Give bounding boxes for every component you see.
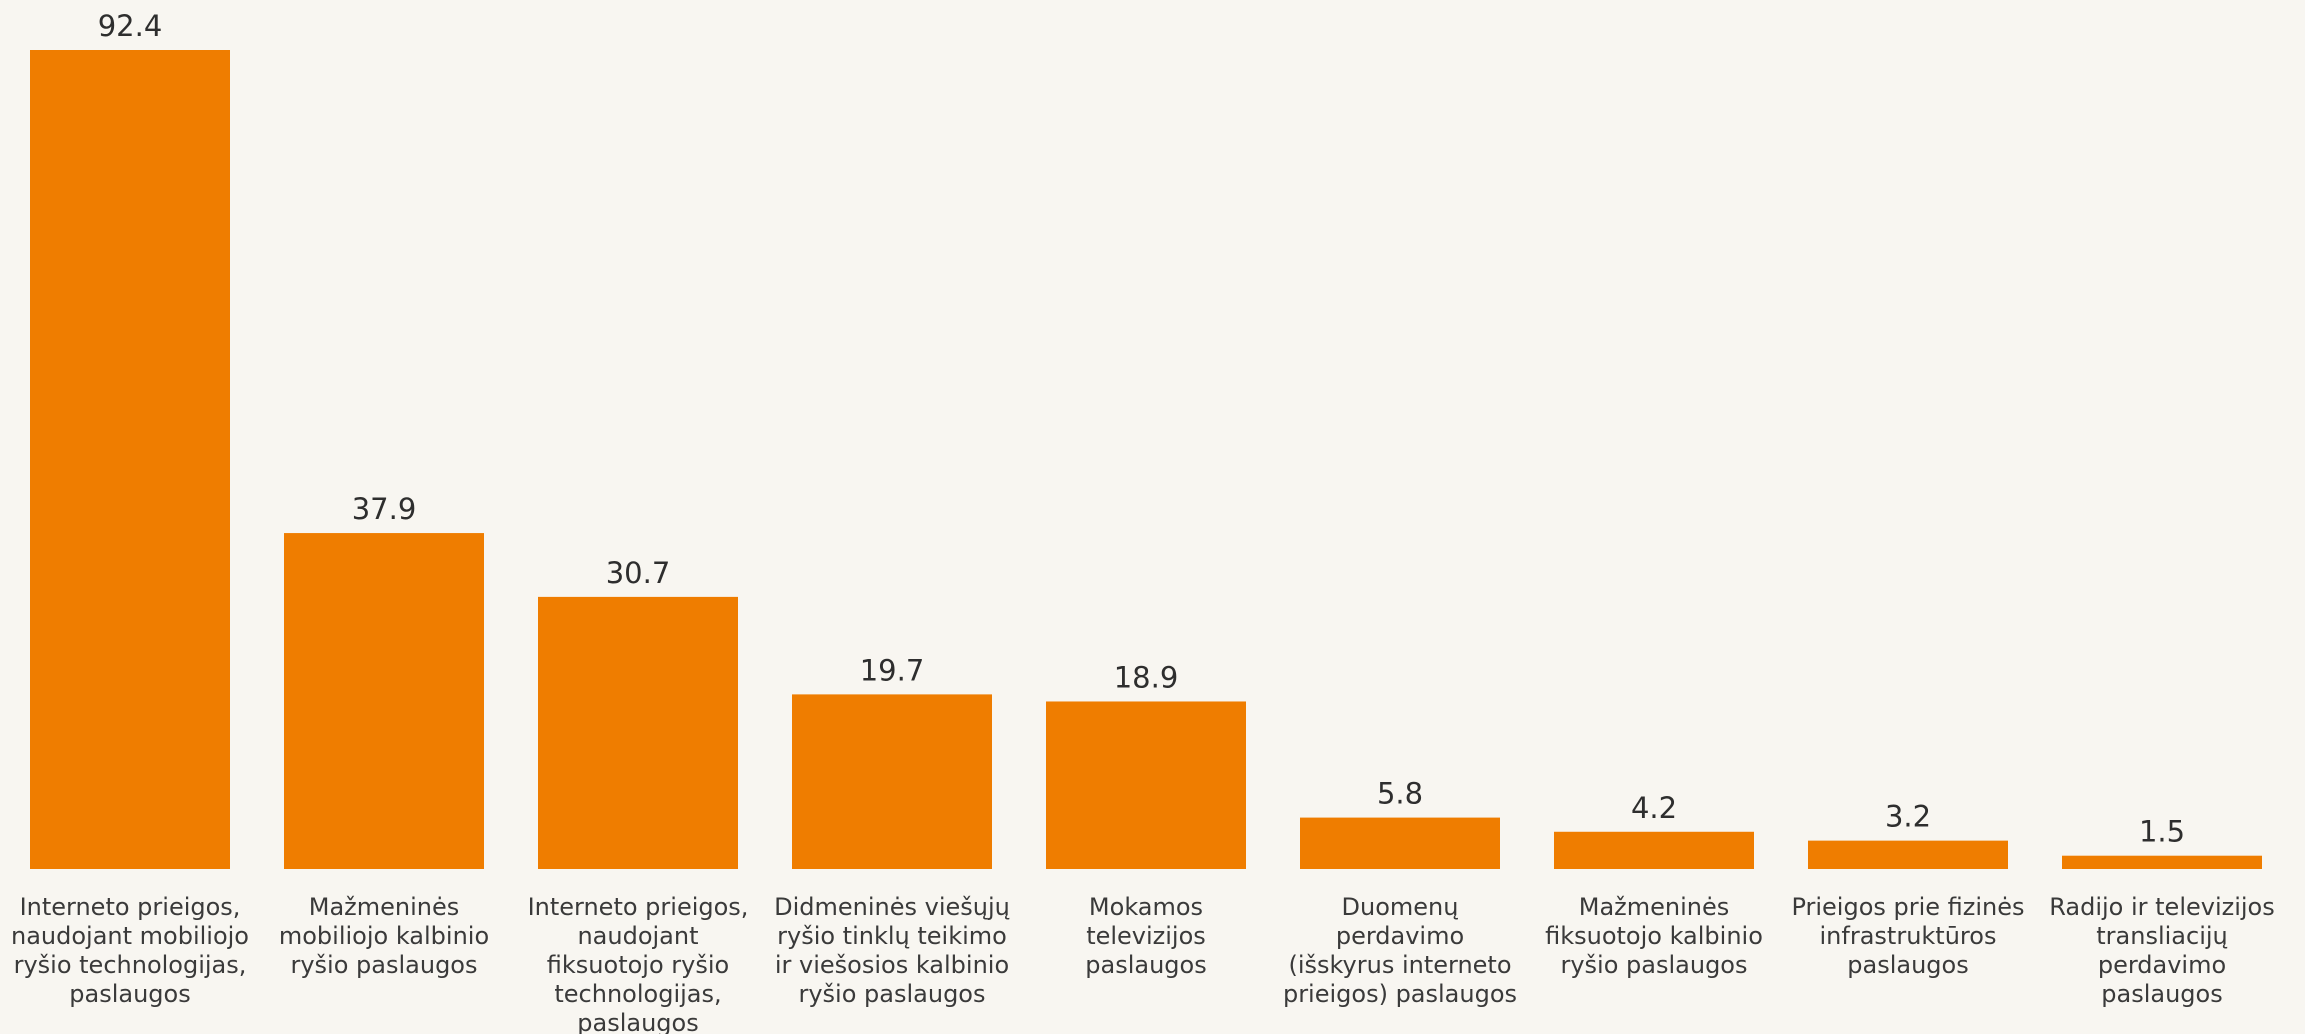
bar-2 (284, 533, 484, 869)
category-label-line: perdavimo (1336, 922, 1464, 950)
category-label-line: Mažmeninės (309, 893, 460, 921)
category-label-line: naudojant mobiliojo (11, 922, 249, 950)
category-label-line: naudojant (577, 922, 698, 950)
category-label-line: paslaugos (69, 980, 190, 1008)
category-label-line: technologijas, (554, 980, 721, 1008)
category-label-line: fiksuotojo ryšio (547, 951, 729, 979)
bar-3 (538, 596, 738, 869)
category-label-9: Radijo ir televizijos transliacijų perdavi… (2049, 893, 2275, 1008)
category-label-line: prieigos) paslaugos (1283, 980, 1517, 1008)
value-label-4: 19.7 (860, 653, 925, 687)
category-label-line: Mokamos (1089, 893, 1203, 921)
bar-9 (2062, 855, 2262, 869)
category-labels-group: Interneto prieigos, naudojant mobiliojo ry… (11, 893, 2275, 1034)
bars-group (30, 50, 2262, 869)
category-label-line: paslaugos (2101, 980, 2222, 1008)
bar-5 (1046, 701, 1246, 869)
value-label-3: 30.7 (606, 556, 671, 590)
category-label-1: Interneto prieigos, naudojant mobiliojo ry… (11, 893, 249, 1008)
value-label-8: 3.2 (1885, 800, 1931, 834)
category-label-line: mobiliojo kalbinio (279, 922, 489, 950)
category-label-8: Prieigos prie fizinės infrastruktūros pasl… (1791, 893, 2024, 979)
value-label-2: 37.9 (352, 492, 417, 526)
category-label-line: Duomenų (1342, 893, 1459, 921)
category-label-line: televizijos (1086, 922, 1206, 950)
bar-8 (1808, 840, 2008, 869)
category-label-line: ryšio paslaugos (290, 951, 477, 979)
category-label-4: Didmeninės viešųjų ryšio tinklų teikimo ir… (774, 893, 1010, 1008)
category-label-line: Didmeninės viešųjų (774, 893, 1010, 921)
category-label-2: Mažmeninės mobiliojo kalbinio ryšio paslau… (279, 893, 489, 979)
bar-4 (792, 694, 992, 869)
category-label-line: ryšio technologijas, (14, 951, 247, 979)
category-label-line: transliacijų (2096, 922, 2227, 950)
category-label-line: Interneto prieigos, (528, 893, 749, 921)
category-label-line: ryšio paslaugos (1560, 951, 1747, 979)
value-label-7: 4.2 (1631, 791, 1677, 825)
category-label-3: Interneto prieigos, naudojant fiksuotojo r… (528, 893, 749, 1034)
category-label-line: infrastruktūros (1820, 922, 1997, 950)
category-label-line: paslaugos (577, 1009, 698, 1034)
category-label-line: (išskyrus interneto (1288, 951, 1511, 979)
category-label-line: fiksuotojo kalbinio (1545, 922, 1763, 950)
bar-1 (30, 50, 230, 869)
value-label-1: 92.4 (98, 9, 163, 43)
category-label-line: Mažmeninės (1579, 893, 1730, 921)
bar-7 (1554, 831, 1754, 869)
category-label-line: ryšio tinklų teikimo (777, 922, 1007, 950)
category-label-6: Duomenų perdavimo (išskyrus interneto priei… (1283, 893, 1517, 1008)
bar-6 (1300, 817, 1500, 869)
category-label-line: ir viešosios kalbinio (775, 951, 1009, 979)
category-label-line: paslaugos (1085, 951, 1206, 979)
category-label-line: ryšio paslaugos (798, 980, 985, 1008)
value-label-9: 1.5 (2139, 815, 2185, 849)
value-labels-group: 92.4 37.9 30.7 19.7 18.9 5.8 4.2 3.2 1.5 (98, 9, 2185, 849)
category-label-line: Prieigos prie fizinės (1791, 893, 2024, 921)
category-label-line: Interneto prieigos, (20, 893, 241, 921)
value-label-6: 5.8 (1377, 777, 1423, 811)
category-label-7: Mažmeninės fiksuotojo kalbinio ryšio pasla… (1545, 893, 1763, 979)
value-label-5: 18.9 (1114, 660, 1179, 694)
category-label-line: perdavimo (2098, 951, 2226, 979)
category-label-line: paslaugos (1847, 951, 1968, 979)
category-label-5: Mokamos televizijos paslaugos (1085, 893, 1206, 979)
category-label-line: Radijo ir televizijos (2049, 893, 2275, 921)
